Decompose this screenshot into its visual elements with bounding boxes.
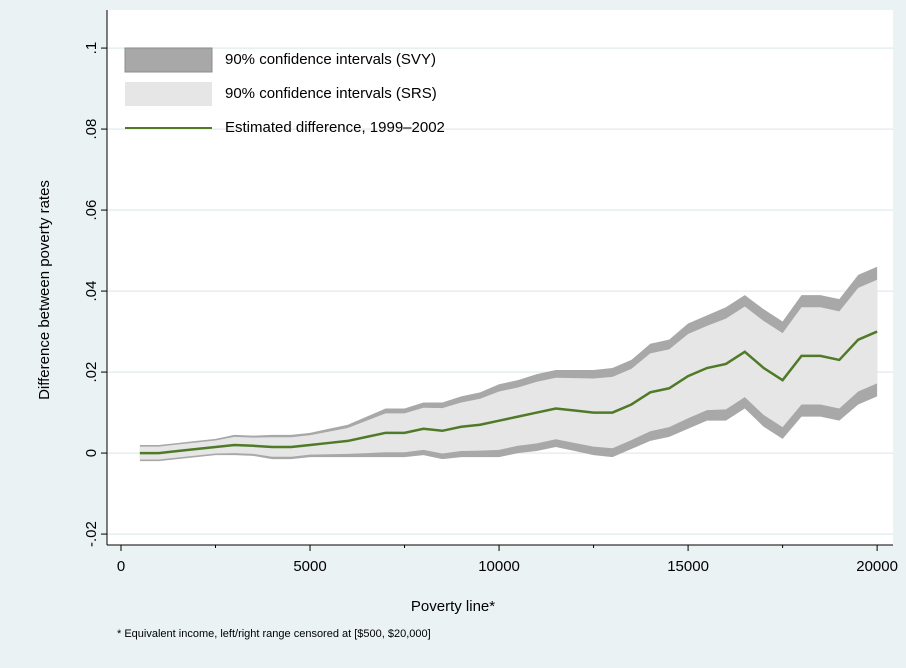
y-tick-label: .06 [83,200,100,221]
y-tick-label: -.02 [83,521,100,547]
estimate-line [139,330,878,455]
x-tick-label: 10000 [478,558,520,575]
y-tick-label: 0 [83,449,100,457]
y-axis-title: Difference between poverty rates [36,180,53,400]
x-tick-label: 20000 [856,558,898,575]
y-tick-label: .02 [83,362,100,383]
legend-label: Estimated difference, 1999–2002 [225,119,445,136]
legend-swatch [125,82,212,106]
legend-swatch [124,47,213,73]
y-tick-label: .1 [83,42,100,55]
legend-label: 90% confidence intervals (SVY) [225,51,436,68]
y-tick-label: .08 [83,119,100,140]
y-tick-label: .04 [83,281,100,302]
x-tick-label: 0 [117,558,125,575]
legend-label: 90% confidence intervals (SRS) [225,85,437,102]
x-axis-title: Poverty line* [411,598,495,615]
x-tick-label: 5000 [293,558,326,575]
x-tick-label: 15000 [667,558,709,575]
confidence-band [139,279,878,460]
note: * Equivalent income, left/right range ce… [117,628,431,640]
